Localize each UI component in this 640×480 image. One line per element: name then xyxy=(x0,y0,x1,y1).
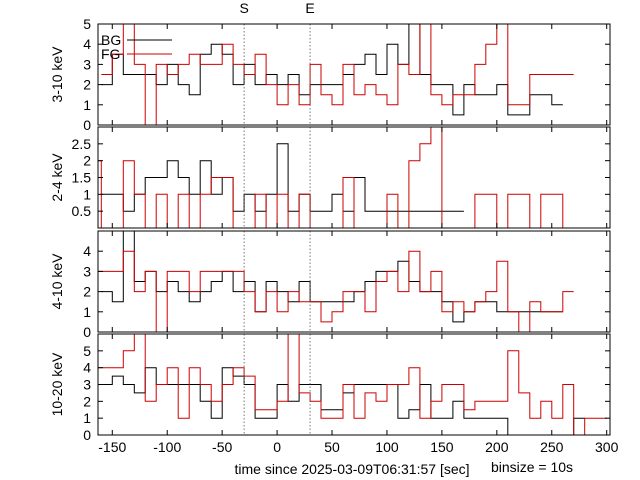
series-bg-line xyxy=(101,143,464,212)
x-tick-label: 150 xyxy=(430,439,454,455)
y-tick-label: 5 xyxy=(83,343,91,359)
y-axis-label: 3-10 keV xyxy=(49,46,65,103)
y-tick-label: 4 xyxy=(83,36,91,52)
y-tick-label: 0 xyxy=(83,427,91,443)
y-tick-label: 0.5 xyxy=(72,203,92,219)
series-fg-line xyxy=(98,333,607,436)
y-tick-label: 3 xyxy=(83,377,91,393)
y-tick-label: 1 xyxy=(83,97,91,113)
legend-label-fg: FG xyxy=(101,46,120,62)
panel-2: 0.511.522.5 2-4 keV xyxy=(49,126,611,229)
panel-frame xyxy=(97,230,611,333)
panel-frame xyxy=(97,23,611,126)
start-marker-label: S xyxy=(239,0,248,16)
x-tick-label: 100 xyxy=(375,439,399,455)
y-axis-label: 10-20 keV xyxy=(49,352,65,416)
y-tick-label: 1 xyxy=(83,304,91,320)
x-tick-label: 200 xyxy=(485,439,509,455)
y-tick-label: 3 xyxy=(83,56,91,72)
y-tick-label: 2 xyxy=(83,393,91,409)
series-fg-line xyxy=(98,250,574,333)
series-fg-line xyxy=(101,23,574,126)
y-tick-label: 2.5 xyxy=(72,136,92,152)
y-tick-label: 1 xyxy=(83,410,91,426)
panel-3: 0 1 2 3 4 4-10 keV xyxy=(49,230,611,340)
y-axis-label: 2-4 keV xyxy=(49,153,65,202)
x-axis-label: time since 2025-03-09T06:31:57 [sec] xyxy=(234,461,469,477)
x-tick-label: 300 xyxy=(595,439,619,455)
overlay-layer: S E time since 2025-03-09T06:31:57 [sec]… xyxy=(234,0,573,477)
x-tick-label: 50 xyxy=(324,439,340,455)
x-tick-label: -50 xyxy=(212,439,232,455)
y-tick-label: 5 xyxy=(83,16,91,32)
y-tick-label: 1 xyxy=(83,186,91,202)
binsize-label: binsize = 10s xyxy=(491,459,573,475)
x-tick-label: 250 xyxy=(540,439,564,455)
series-fg-line xyxy=(98,126,574,229)
y-tick-label: 4 xyxy=(83,360,91,376)
y-axis-label: 4-10 keV xyxy=(49,253,65,310)
x-tick-label: -100 xyxy=(153,439,181,455)
end-marker-label: E xyxy=(305,0,314,16)
y-tick-label: 0 xyxy=(83,117,91,133)
y-tick-label: 3 xyxy=(83,263,91,279)
y-tick-label: 4 xyxy=(83,243,91,259)
y-tick-label: 0 xyxy=(83,324,91,340)
y-tick-label: 2 xyxy=(83,77,91,93)
x-tick-label: 0 xyxy=(273,439,281,455)
series-bg-line xyxy=(101,230,563,323)
x-tick-label: -150 xyxy=(98,439,126,455)
series-bg-line xyxy=(101,367,585,436)
legend-label-bg: BG xyxy=(101,32,121,48)
y-tick-label: 2 xyxy=(83,153,91,169)
y-tick-label: 2 xyxy=(83,284,91,300)
y-tick-label: 1.5 xyxy=(72,170,92,186)
